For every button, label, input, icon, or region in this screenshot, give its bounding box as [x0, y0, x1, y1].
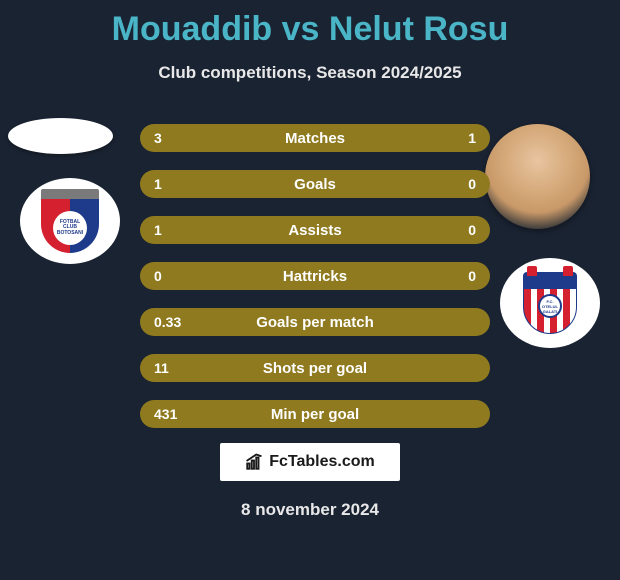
stat-label: Goals per match: [140, 314, 490, 331]
stat-right-value: 0: [468, 222, 476, 238]
shield-icon: F.C. OTELUL GALATI: [523, 272, 577, 334]
stat-row: 1 Assists 0: [140, 216, 490, 244]
stat-left-value: 0: [154, 268, 162, 284]
stat-right-value: 0: [468, 268, 476, 284]
club-right-badge: F.C. OTELUL GALATI: [500, 258, 600, 348]
club-right-text: F.C. OTELUL GALATI: [538, 294, 562, 318]
stat-right-value: 0: [468, 176, 476, 192]
player-left-avatar: [8, 118, 113, 154]
stat-right-value: 1: [468, 130, 476, 146]
stat-label: Shots per goal: [140, 360, 490, 377]
stat-row: 431 Min per goal: [140, 400, 490, 428]
stat-left-value: 11: [154, 360, 169, 376]
club-left-badge: FOTBAL CLUB BOTOSANI: [20, 178, 120, 264]
chart-icon: [245, 453, 263, 471]
shield-icon: FOTBAL CLUB BOTOSANI: [41, 189, 99, 253]
stat-label: Goals: [140, 176, 490, 193]
stat-left-value: 1: [154, 176, 162, 192]
stat-left-value: 431: [154, 406, 177, 422]
brand-badge: FcTables.com: [220, 443, 400, 481]
date-label: 8 november 2024: [0, 500, 620, 520]
stat-row: 3 Matches 1: [140, 124, 490, 152]
stat-label: Matches: [140, 130, 490, 147]
stat-left-value: 0.33: [154, 314, 181, 330]
club-left-text: FOTBAL CLUB BOTOSANI: [53, 211, 87, 245]
stat-label: Hattricks: [140, 268, 490, 285]
stat-row: 11 Shots per goal: [140, 354, 490, 382]
stat-row: 1 Goals 0: [140, 170, 490, 198]
stat-label: Assists: [140, 222, 490, 239]
stat-row: 0 Hattricks 0: [140, 262, 490, 290]
stats-table: 3 Matches 1 1 Goals 0 1 Assists 0 0 Hatt…: [140, 124, 490, 446]
stat-row: 0.33 Goals per match: [140, 308, 490, 336]
stat-label: Min per goal: [140, 406, 490, 423]
stat-left-value: 1: [154, 222, 162, 238]
subtitle: Club competitions, Season 2024/2025: [0, 63, 620, 83]
player-right-avatar: [485, 124, 590, 229]
brand-text: FcTables.com: [269, 453, 375, 471]
stat-left-value: 3: [154, 130, 162, 146]
page-title: Mouaddib vs Nelut Rosu: [0, 0, 620, 49]
